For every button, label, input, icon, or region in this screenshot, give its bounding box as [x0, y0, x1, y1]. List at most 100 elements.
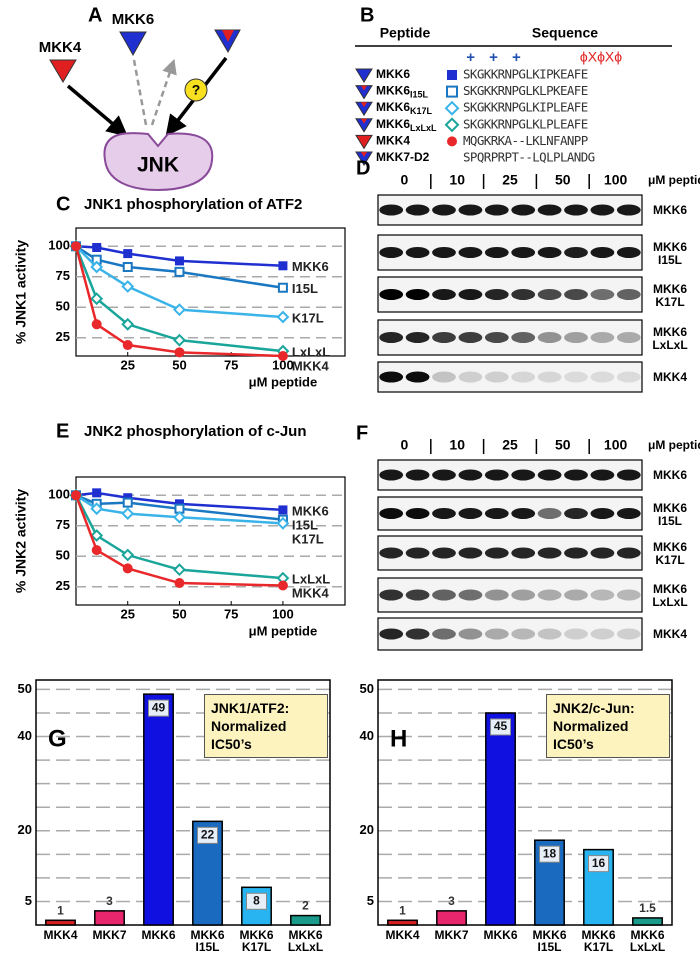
blot-band	[616, 508, 641, 519]
panel-label: G	[48, 725, 67, 752]
blot-band	[616, 332, 641, 343]
blot-band	[432, 204, 456, 216]
data-point	[122, 262, 133, 273]
blot-band	[458, 469, 483, 481]
blot-band	[616, 204, 641, 216]
value-label: 1	[399, 903, 406, 917]
blot-band	[379, 332, 404, 343]
peptide-icon	[361, 85, 367, 91]
value-label-bg	[197, 826, 218, 844]
y-axis-label: % JNK1 activity	[13, 240, 29, 344]
blot-band	[458, 247, 483, 258]
x-tick-label: 50	[172, 357, 186, 372]
bar	[387, 919, 418, 926]
peptide-marker	[446, 85, 458, 98]
jnk-shape	[103, 132, 214, 192]
panel-label: E	[56, 420, 69, 442]
blot-band	[564, 547, 588, 559]
row-label: MKK4	[652, 370, 687, 384]
kinase-icon	[222, 30, 234, 42]
x-tick-label: 50	[172, 606, 186, 621]
peptide-marker	[444, 100, 460, 116]
row-label: MKK4	[652, 627, 687, 641]
data-point	[276, 516, 290, 530]
blot-band	[537, 508, 562, 519]
question-icon	[184, 78, 208, 102]
peptide-name: MKK6LxLxL	[376, 117, 437, 133]
blot-band	[616, 469, 641, 481]
arrow	[150, 58, 177, 126]
blot-band	[511, 547, 536, 559]
blot-band	[511, 247, 536, 258]
value-label: 16	[592, 856, 606, 870]
kinase-icon	[119, 31, 147, 57]
value-label-bg	[148, 699, 169, 717]
value-label: 45	[494, 719, 508, 733]
data-point	[121, 317, 135, 331]
data-point	[121, 280, 135, 293]
row-label: MKK6	[652, 468, 687, 482]
x-axis-label: μM peptide	[249, 374, 318, 389]
series-label: I15L	[292, 517, 318, 532]
series-label: LxLxL	[292, 345, 330, 360]
panel-label: B	[360, 4, 374, 26]
data-point	[122, 340, 133, 351]
series-label: K17L	[292, 310, 324, 325]
blot-band	[537, 547, 562, 559]
blot-band	[405, 204, 430, 216]
data-point	[90, 529, 104, 542]
data-point	[92, 488, 102, 498]
blot-band	[564, 204, 588, 216]
value-label-bg	[539, 845, 560, 863]
blot-band	[564, 332, 588, 343]
column-header: Sequence	[532, 25, 598, 41]
lane-label: 0	[401, 437, 409, 453]
kinase-icon	[49, 59, 77, 83]
lane-label: 50	[555, 172, 571, 188]
blot-band	[379, 204, 404, 216]
blot-band	[484, 628, 509, 640]
blot-band	[590, 332, 615, 343]
value-label: 3	[106, 894, 113, 908]
blot-band	[405, 589, 430, 601]
peptide-name-main: MKK7-D2	[376, 150, 430, 164]
blot-band	[379, 628, 404, 640]
data-point	[90, 260, 104, 274]
value-label-bg	[490, 718, 511, 736]
blot-band	[590, 547, 615, 559]
blot-band	[537, 204, 562, 216]
lane-label: 50	[555, 437, 571, 453]
x-tick-label: 75	[224, 357, 238, 372]
data-point	[278, 505, 288, 515]
blot-band	[405, 628, 430, 640]
row-label: MKK6	[652, 203, 687, 217]
blot-band	[590, 589, 615, 601]
blot-band	[616, 247, 641, 258]
y-tick-label: 40	[360, 728, 374, 743]
peptide-sequence: SKGKKRNPGLKLPKEAFE	[463, 83, 588, 98]
peptide-name-main: MKK4	[376, 134, 410, 148]
value-label-bg	[588, 855, 609, 873]
y-tick-label: 75	[56, 268, 70, 283]
peptide-name: MKK6K17L	[376, 100, 433, 116]
blot-band	[405, 332, 430, 343]
data-point	[277, 580, 288, 591]
lane-label: 10	[449, 437, 465, 453]
data-point	[122, 497, 133, 508]
row-label: MKK6 K17L	[652, 281, 687, 309]
blot-band	[564, 247, 588, 258]
blot-band	[537, 371, 562, 383]
blot-band	[537, 289, 562, 300]
y-tick-label: 50	[360, 681, 374, 696]
data-point	[71, 241, 81, 252]
peptide-sequence: SKGKKRNPGLKIPKEAFE	[463, 67, 588, 82]
blot-band	[616, 289, 641, 300]
data-point	[173, 510, 186, 524]
data-point	[90, 502, 104, 516]
y-tick-label: 100	[48, 487, 70, 502]
y-tick-label: 20	[360, 822, 374, 837]
x-tick-label: 100	[272, 606, 294, 621]
peptide-name-main: MKK6	[376, 100, 410, 114]
plot-frame	[75, 476, 346, 606]
blot-band	[432, 469, 456, 481]
